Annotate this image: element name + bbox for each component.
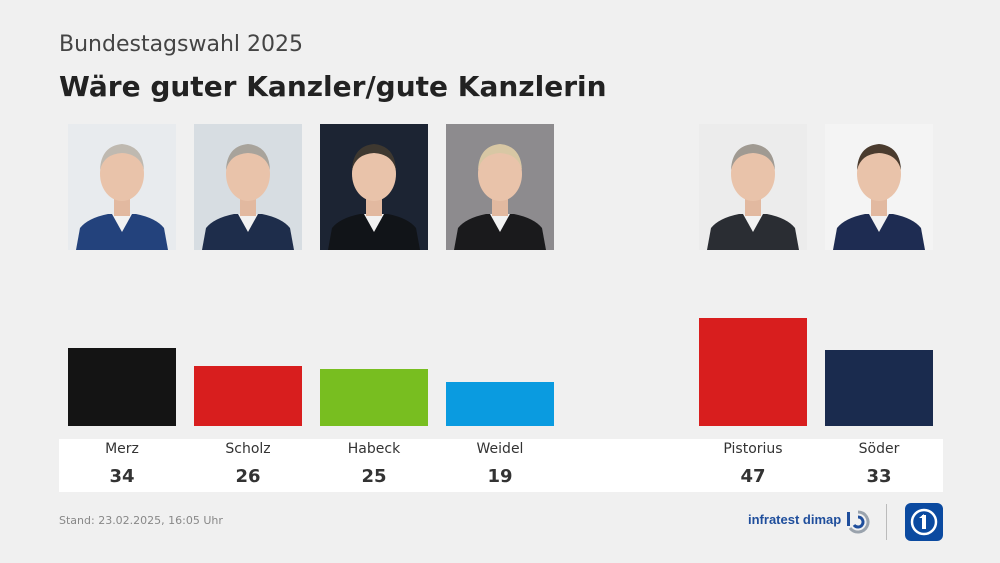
infratest-dimap-logo: infratest dimap <box>748 512 842 527</box>
chart-bar <box>68 348 176 426</box>
chart-bar <box>320 369 428 426</box>
timestamp: Stand: 23.02.2025, 16:05 Uhr <box>59 514 223 527</box>
candidate-photo <box>699 124 807 250</box>
data-label: 26 <box>235 466 261 487</box>
candidate-photo <box>825 124 933 250</box>
category-label: Habeck <box>347 441 401 457</box>
chart-bar <box>699 318 807 426</box>
chart-bar <box>825 350 933 426</box>
data-label: 47 <box>740 466 766 487</box>
chart-bar <box>194 366 302 426</box>
candidate-photo <box>68 124 176 250</box>
category-label: Scholz <box>225 441 271 457</box>
chart-subtitle: Bundestagswahl 2025 <box>59 32 303 57</box>
candidate-photo <box>446 124 554 250</box>
chart-title: Wäre guter Kanzler/gute Kanzlerin <box>59 70 607 103</box>
data-label: 19 <box>487 466 513 487</box>
label-panel <box>59 439 943 492</box>
category-label: Merz <box>105 441 139 457</box>
chart-bar <box>446 382 554 426</box>
candidate-photo <box>194 124 302 250</box>
data-label: 33 <box>866 466 892 487</box>
data-label: 25 <box>361 466 387 487</box>
footer-divider <box>886 504 887 540</box>
candidate-photo <box>320 124 428 250</box>
data-label: 34 <box>109 466 135 487</box>
infratest-mark-icon <box>845 509 871 539</box>
ard-logo-icon <box>905 503 943 545</box>
category-label: Söder <box>858 441 900 457</box>
category-label: Weidel <box>476 441 524 457</box>
category-label: Pistorius <box>723 441 783 457</box>
